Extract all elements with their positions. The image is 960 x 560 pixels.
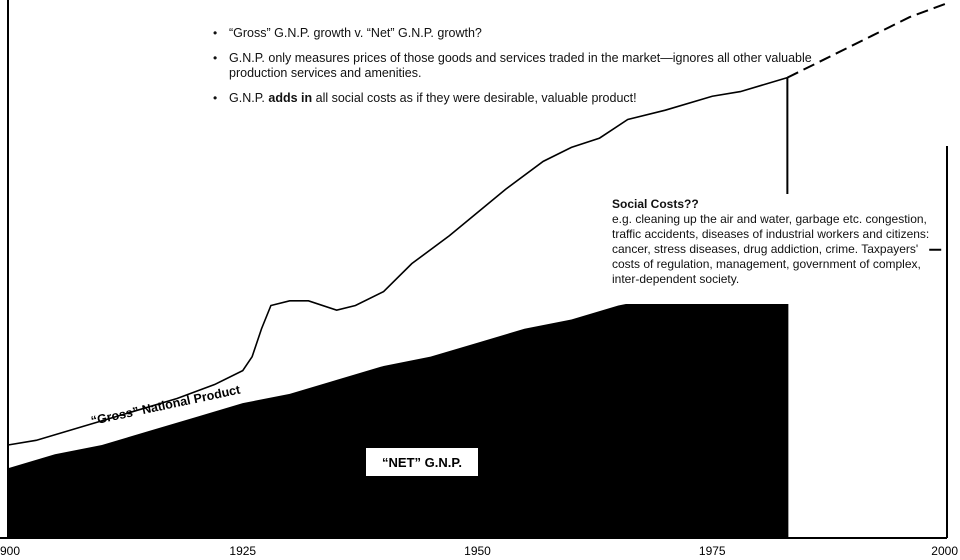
note-text-part: adds in	[268, 91, 313, 105]
x-tick-label: 1925	[229, 544, 256, 558]
note-text-part: G.N.P.	[229, 91, 269, 105]
x-tick-label: 1950	[464, 544, 491, 558]
social-costs-annotation: Social Costs?? e.g. cleaning up the air …	[612, 197, 932, 287]
x-tick-label: 900	[0, 544, 20, 558]
social-costs-body: e.g. cleaning up the air and water, garb…	[612, 212, 930, 286]
gross-gnp-line	[7, 76, 788, 446]
note-text-part: “Gross” G.N.P. growth v. “Net” G.N.P. gr…	[229, 26, 482, 40]
x-tick-labels-layer: 900 1925 1950 1975 2000	[0, 544, 958, 558]
note-gross-vs-net: “Gross” G.N.P. growth v. “Net” G.N.P. gr…	[213, 26, 813, 41]
notes-list: “Gross” G.N.P. growth v. “Net” G.N.P. gr…	[213, 26, 813, 116]
note-market-prices: G.N.P. only measures prices of those goo…	[213, 51, 813, 81]
note-text-part: G.N.P. only measures prices of those goo…	[229, 51, 812, 80]
note-text-part: all social costs as if they were desirab…	[312, 91, 637, 105]
x-tick-label: 1975	[699, 544, 726, 558]
x-tick-label: 2000	[931, 544, 958, 558]
net-gnp-label: “NET” G.N.P.	[382, 455, 462, 470]
social-costs-text-background	[608, 194, 928, 304]
axes-layer	[0, 0, 948, 539]
net-gnp-area	[8, 268, 788, 538]
note-social-costs: G.N.P. adds in all social costs as if th…	[213, 91, 813, 106]
net-gnp-label-box: “NET” G.N.P.	[366, 448, 478, 476]
social-costs-title: Social Costs??	[612, 197, 699, 211]
